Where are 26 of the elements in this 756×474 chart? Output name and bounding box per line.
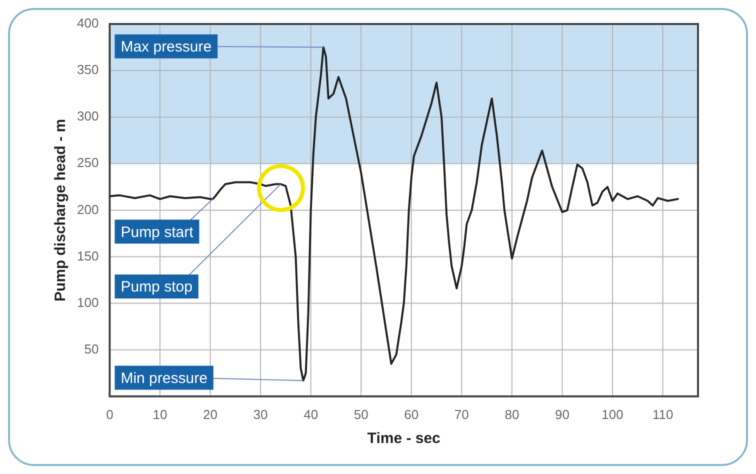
x-tick-label: 50 [354,406,368,422]
x-tick-label: 90 [555,406,570,422]
y-axis-title: Pump discharge head - m [52,118,70,302]
annotation: Max pressure [120,38,212,56]
annotation: Pump start [120,224,194,241]
annotation: Min pressure [120,370,208,387]
y-tick-label: 250 [76,155,99,170]
x-tick-label: 20 [203,406,218,422]
annotation: Pump stop [120,278,192,296]
x-tick-label: 30 [253,406,268,422]
x-tick-label: 0 [106,406,114,422]
y-tick-label: 400 [76,16,99,31]
y-tick-label: 350 [76,62,99,78]
y-tick-label: 300 [76,108,99,124]
x-tick-label: 80 [504,406,520,422]
x-tick-label: 110 [652,406,674,422]
x-tick-label: 70 [454,406,469,422]
x-tick-label: 100 [602,406,624,422]
x-tick-label: 60 [404,406,419,422]
x-tick-label: 10 [152,406,168,422]
y-tick-label: 100 [76,294,99,310]
y-tick-label: 50 [84,341,99,356]
y-tick-label: 150 [76,248,99,264]
x-axis-title: Time - sec [367,430,440,448]
y-tick-label: 200 [76,202,99,217]
x-tick-label: 40 [304,406,318,422]
